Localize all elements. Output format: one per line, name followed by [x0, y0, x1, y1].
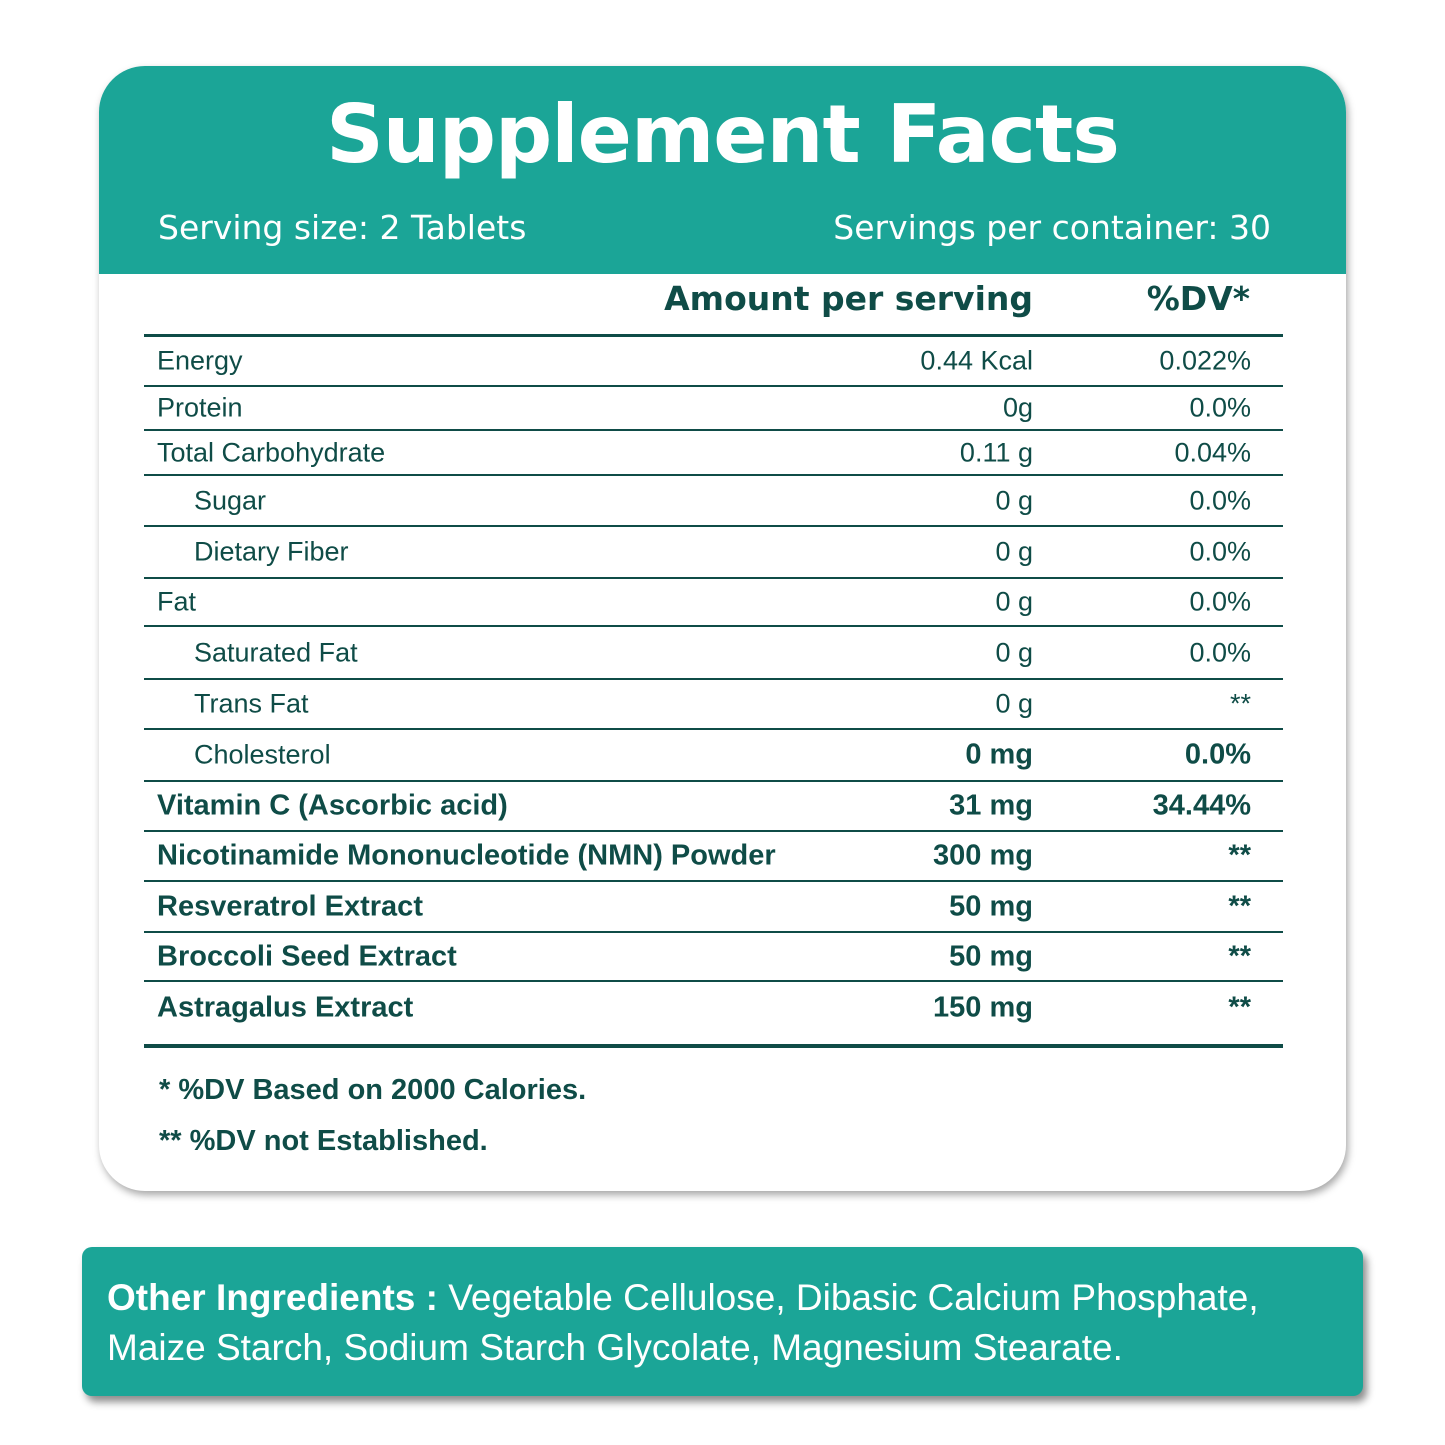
table-row: Total Carbohydrate 0.11 g 0.04% [144, 431, 1283, 476]
nutrient-amount: 150 mg [933, 991, 1033, 1024]
column-header-dv: %DV* [1146, 279, 1250, 318]
nutrient-name: Cholesterol [194, 739, 331, 770]
nutrient-dv: ** [1228, 991, 1251, 1024]
supplement-facts-panel: Supplement Facts Serving size: 2 Tablets… [99, 66, 1346, 1191]
table-row: Astragalus Extract 150 mg ** [144, 982, 1283, 1034]
nutrient-dv: 0.0% [1189, 392, 1251, 423]
nutrient-amount: 50 mg [949, 890, 1033, 922]
nutrient-amount: 0.11 g [959, 437, 1033, 467]
other-ingredients-list: Vegetable Cellulose, Dibasic Calcium Pho… [107, 1277, 1259, 1368]
servings-per-container: Servings per container: 30 [833, 208, 1271, 247]
table-row: Dietary Fiber 0 g 0.0% [144, 527, 1283, 579]
table-bottom-divider [144, 1044, 1283, 1048]
nutrient-dv: 34.44% [1152, 789, 1251, 822]
nutrient-name: Vitamin C (Ascorbic acid) [157, 789, 508, 822]
nutrient-amount: 0 g [995, 536, 1033, 567]
table-row: Resveratrol Extract 50 mg ** [144, 882, 1283, 933]
table-row: Vitamin C (Ascorbic acid) 31 mg 34.44% [144, 782, 1283, 832]
nutrient-amount: 300 mg [933, 839, 1033, 872]
nutrient-name: Fat [157, 586, 197, 617]
nutrient-amount: 50 mg [949, 940, 1033, 972]
nutrient-name: Nicotinamide Mononucleotide (NMN) Powder [157, 839, 776, 872]
other-ingredients-panel: Other Ingredients : Vegetable Cellulose,… [82, 1247, 1363, 1396]
table-row: Sugar 0 g 0.0% [144, 476, 1283, 527]
table-row: Saturated Fat 0 g 0.0% [144, 627, 1283, 680]
nutrient-amount: 0 g [995, 586, 1033, 617]
nutrient-amount: 0g [1002, 392, 1033, 423]
footnote-dv-not-established: ** %DV not Established. [159, 1125, 488, 1157]
nutrient-amount: 0 g [995, 485, 1033, 515]
other-ingredients-label: Other Ingredients : [107, 1277, 438, 1318]
nutrient-dv: 0.022% [1159, 345, 1251, 376]
nutrient-dv: 0.0% [1189, 586, 1251, 617]
table-row: Broccoli Seed Extract 50 mg ** [144, 933, 1283, 982]
table-row: Nicotinamide Mononucleotide (NMN) Powder… [144, 832, 1283, 882]
nutrient-name: Resveratrol Extract [157, 890, 423, 922]
table-row: Fat 0 g 0.0% [144, 579, 1283, 627]
nutrient-name: Saturated Fat [194, 637, 358, 667]
nutrient-name: Astragalus Extract [157, 991, 414, 1024]
panel-title: Supplement Facts [326, 88, 1120, 181]
nutrient-amount: 0 g [995, 688, 1033, 719]
nutrient-name: Total Carbohydrate [157, 437, 386, 467]
column-header-amount: Amount per serving [664, 279, 1033, 318]
nutrient-amount: 31 mg [949, 789, 1033, 822]
nutrient-dv: ** [1228, 839, 1251, 872]
nutrient-dv: ** [1228, 890, 1251, 922]
nutrient-dv: 0.0% [1189, 536, 1251, 567]
nutrient-dv: 0.0% [1189, 485, 1251, 515]
header-divider [144, 334, 1283, 337]
table-row: Trans Fat 0 g ** [144, 680, 1283, 730]
table-row: Energy 0.44 Kcal 0.022% [144, 337, 1283, 387]
table-row: Protein 0g 0.0% [144, 387, 1283, 431]
other-ingredients-text: Other Ingredients : Vegetable Cellulose,… [107, 1273, 1323, 1373]
nutrient-amount: 0 mg [965, 738, 1033, 771]
nutrient-dv: 0.04% [1174, 437, 1251, 467]
nutrient-dv: ** [1228, 940, 1251, 972]
serving-size: Serving size: 2 Tablets [158, 208, 527, 247]
nutrient-table: Energy 0.44 Kcal 0.022% Protein 0g 0.0% … [144, 337, 1283, 1034]
nutrient-name: Broccoli Seed Extract [157, 940, 457, 972]
nutrient-dv: 0.0% [1189, 637, 1251, 667]
nutrient-amount: 0 g [995, 637, 1033, 667]
nutrient-dv: ** [1229, 688, 1251, 719]
table-row: Cholesterol 0 mg 0.0% [144, 730, 1283, 782]
footnote-dv-based: * %DV Based on 2000 Calories. [159, 1074, 587, 1106]
nutrient-name: Sugar [194, 485, 267, 515]
panel-header: Supplement Facts Serving size: 2 Tablets… [99, 66, 1346, 274]
nutrient-dv: 0.0% [1184, 738, 1251, 771]
nutrient-name: Protein [157, 392, 243, 423]
nutrient-amount: 0.44 Kcal [920, 345, 1033, 376]
nutrient-name: Dietary Fiber [194, 536, 349, 567]
nutrient-name: Trans Fat [194, 688, 309, 719]
nutrient-name: Energy [157, 345, 243, 376]
